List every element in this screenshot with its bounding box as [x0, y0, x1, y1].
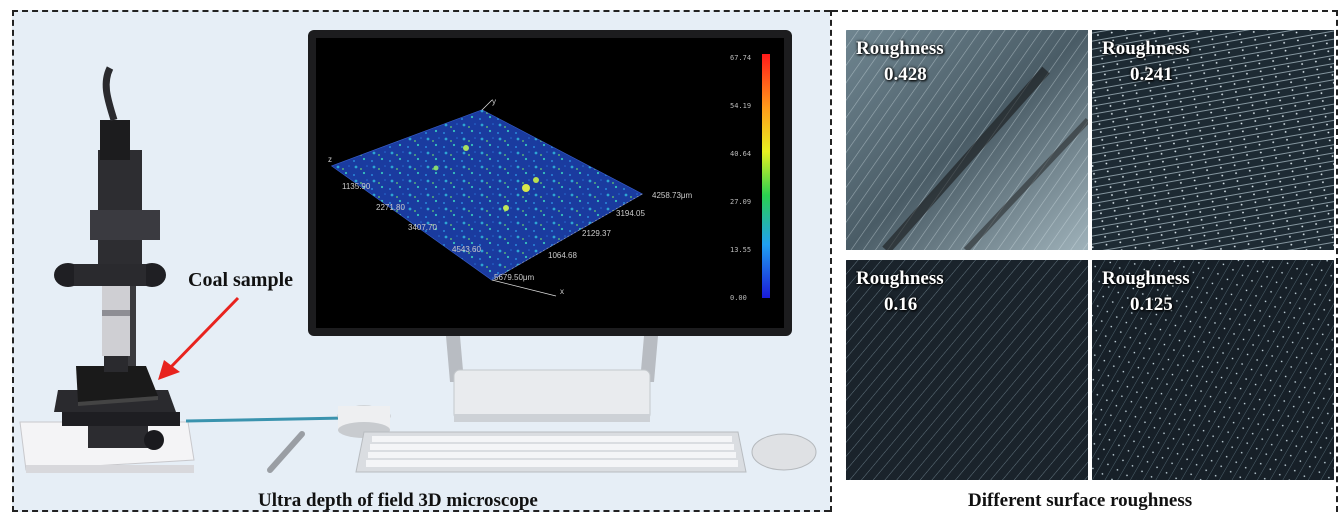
monitor-screen: y z x 1135.90 2271.80 3407.70 4543.60 56…: [316, 38, 784, 328]
x-tick: 4543.60: [452, 245, 481, 254]
x-tick: 3407.70: [408, 223, 437, 232]
right-panel-caption: Different surface roughness: [968, 490, 1193, 511]
cable-line: [186, 416, 346, 423]
roughness-value: 0.241: [1130, 64, 1173, 85]
coal-surface-image: [1092, 30, 1334, 250]
surface-peak: [463, 145, 469, 151]
y-tick: 4258.73μm: [652, 191, 693, 200]
coal-surface-image: [1092, 260, 1334, 480]
y-tick: 1064.68: [548, 251, 577, 260]
computer-base: [453, 369, 651, 421]
axis-x-label: x: [560, 287, 564, 296]
y-tick: 2129.37: [582, 229, 611, 238]
roughness-value: 0.428: [884, 64, 927, 85]
surface-peak: [503, 205, 509, 211]
mouse: [751, 433, 817, 471]
roughness-label: Roughness: [856, 38, 944, 59]
x-tick: 1135.90: [342, 182, 371, 191]
x-tick: 2271.80: [376, 203, 405, 212]
scale-tick: 13.55: [730, 246, 751, 254]
scale-tick: 27.09: [730, 198, 751, 206]
y-tick: 3194.05: [616, 209, 645, 218]
roughness-value: 0.16: [884, 294, 918, 315]
coal-surface-image: [846, 30, 1088, 250]
panel-divider: [830, 10, 832, 512]
surface-peak: [533, 177, 539, 183]
scale-tick: 67.74: [730, 54, 751, 62]
desk-peripherals: [267, 336, 817, 473]
roughness-label: Roughness: [856, 268, 944, 289]
color-scale-bar: [762, 54, 770, 298]
roughness-sample-2: Roughness 0.16: [846, 260, 1088, 480]
roughness-sample-1: Roughness 0.241: [1092, 30, 1334, 250]
roughness-value: 0.125: [1130, 294, 1173, 315]
coal-sample-label: Coal sample: [188, 269, 293, 291]
axis-y-label: y: [492, 97, 496, 106]
stylus-pen: [267, 431, 305, 473]
roughness-label: Roughness: [1102, 268, 1190, 289]
left-panel-caption: Ultra depth of field 3D microscope: [258, 490, 538, 511]
microscope-illustration: [19, 66, 195, 473]
scale-tick: 40.64: [730, 150, 751, 158]
coal-surface-image: [846, 260, 1088, 480]
surface-peak: [433, 165, 439, 171]
roughness-sample-0: Roughness 0.428: [846, 30, 1088, 250]
pointer-arrow-icon: [158, 296, 240, 380]
surface-peak: [522, 184, 530, 192]
roughness-label: Roughness: [1102, 38, 1190, 59]
axis-z-label: z: [328, 155, 332, 164]
scale-tick: 0.00: [730, 294, 747, 302]
scale-tick: 54.19: [730, 102, 751, 110]
roughness-sample-3: Roughness 0.125: [1092, 260, 1334, 480]
x-tick: 5679.50μm: [494, 273, 535, 282]
surface-map-3d: y z x 1135.90 2271.80 3407.70 4543.60 56…: [328, 54, 770, 302]
